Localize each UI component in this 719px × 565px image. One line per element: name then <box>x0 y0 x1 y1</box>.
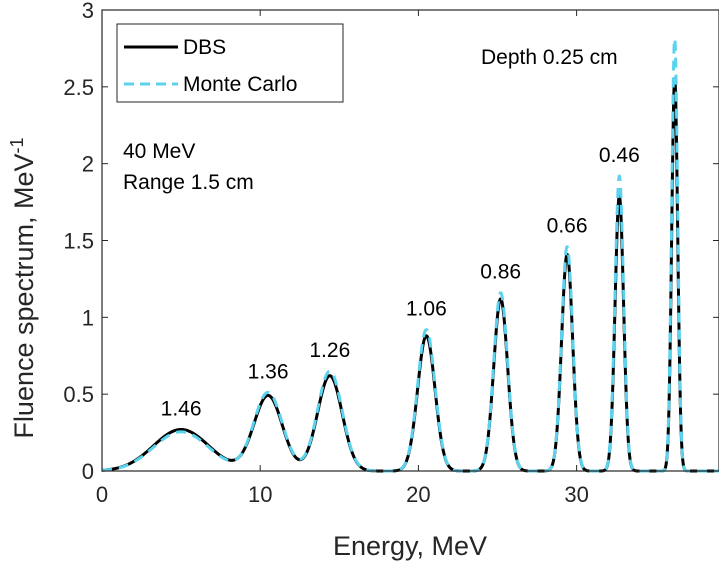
y-axis-label: Fluence spectrum, MeV-1 <box>7 137 39 438</box>
y-tick-label: 3 <box>82 0 94 23</box>
legend: DBS Monte Carlo <box>116 23 344 103</box>
y-tick-label: 1.5 <box>63 229 94 254</box>
x-tick-label: 0 <box>96 482 108 507</box>
y-axis-label-main: Fluence spectrum, MeV <box>9 153 39 438</box>
x-tick-label: 10 <box>248 482 272 507</box>
legend-box <box>116 23 344 103</box>
y-tick-label: 2 <box>82 152 94 177</box>
y-tick-label: 1 <box>82 305 94 330</box>
y-tick-label: 2.5 <box>63 75 94 100</box>
peak-depth-label: 1.46 <box>161 398 202 421</box>
x-axis-label: Energy, MeV <box>333 531 487 561</box>
peak-depth-label: 0.66 <box>547 215 588 238</box>
x-tick-label: 20 <box>406 482 430 507</box>
y-axis-label-exponent: -1 <box>7 137 27 153</box>
monte-carlo-series-line <box>100 37 719 473</box>
curves-layer <box>100 37 719 473</box>
peak-depth-label: 0.46 <box>599 144 640 167</box>
annotation-energy: 40 MeV <box>123 140 195 163</box>
peak-depth-label: 1.36 <box>248 361 289 384</box>
y-tick-label: 0.5 <box>63 382 94 407</box>
legend-mc-label: Monte Carlo <box>183 73 297 96</box>
legend-dbs-label: DBS <box>183 36 226 59</box>
peak-depth-label: 0.86 <box>480 261 521 284</box>
peak-labels-layer: 1.46 1.36 1.26 1.06 0.86 0.66 0.46 <box>161 144 640 421</box>
annotation-depth-header: Depth 0.25 cm <box>481 46 618 69</box>
peak-depth-label: 1.26 <box>309 339 350 362</box>
peak-depth-label: 1.06 <box>406 298 447 321</box>
annotation-range: Range 1.5 cm <box>123 171 254 194</box>
y-tick-label: 0 <box>82 459 94 484</box>
ticks-layer: 0 10 20 30 0 0.5 1 1.5 2 2.5 3 <box>63 0 719 507</box>
x-tick-label: 30 <box>564 482 588 507</box>
